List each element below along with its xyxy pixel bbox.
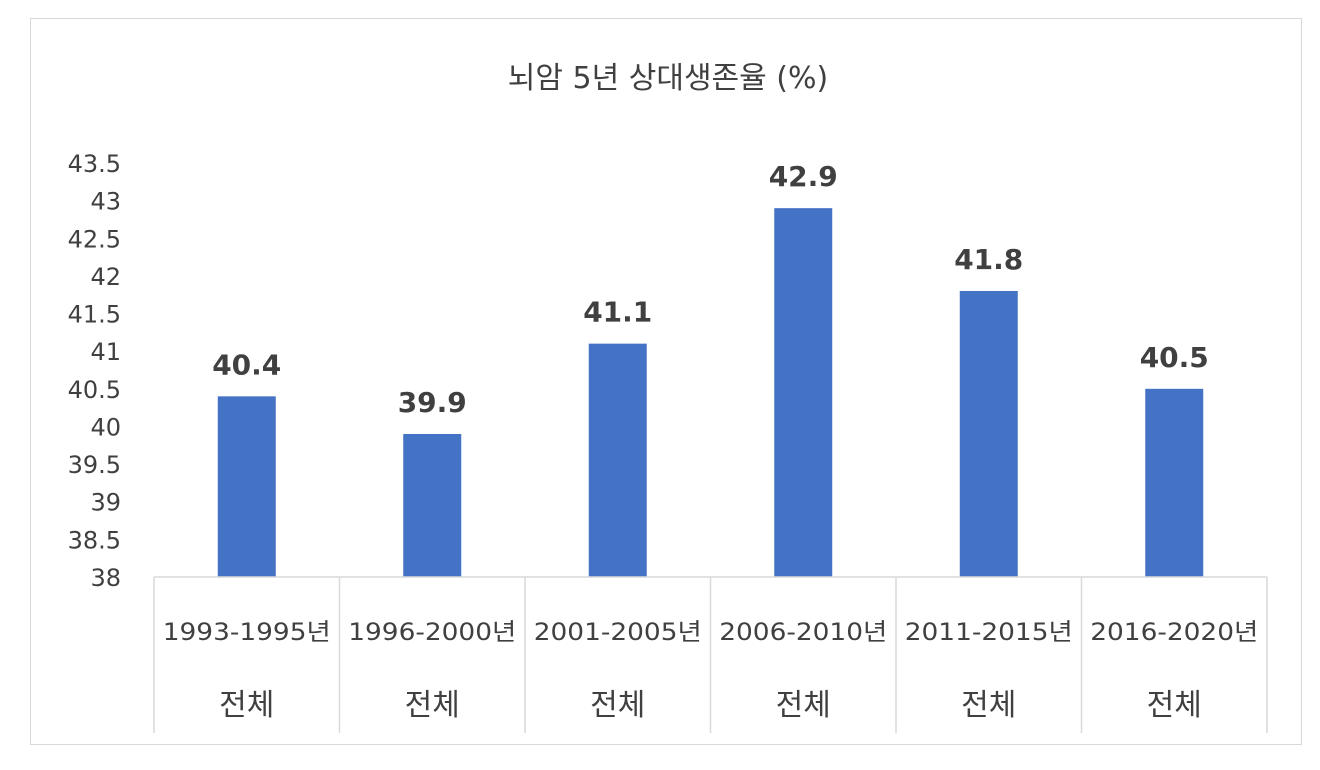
x-group-label: 전체 xyxy=(590,688,645,723)
bars xyxy=(217,208,1204,577)
chart-title: 뇌암 5년 상대생존율 (%) xyxy=(508,61,828,96)
y-tick-label: 43 xyxy=(90,188,121,216)
y-tick-label: 42.5 xyxy=(68,225,121,253)
data-label: 41.1 xyxy=(583,296,652,329)
bar xyxy=(959,290,1018,577)
x-group-label: 전체 xyxy=(219,688,274,723)
y-axis-tick-labels: 38 38.5 39 39.5 40 40.5 41 41.5 42 42.5 43 43.5 xyxy=(68,150,121,592)
x-category-label: 2001-2005년 xyxy=(534,618,702,646)
bar xyxy=(217,396,276,577)
y-tick-label: 39 xyxy=(90,489,121,517)
y-tick-label: 41.5 xyxy=(68,301,121,329)
y-tick-label: 40.5 xyxy=(68,376,121,404)
x-group-label: 전체 xyxy=(405,688,460,723)
bar xyxy=(1145,388,1204,577)
data-label: 39.9 xyxy=(398,386,467,419)
chart-frame xyxy=(30,18,1302,745)
bar xyxy=(403,433,462,577)
data-label: 40.5 xyxy=(1140,341,1209,374)
y-tick-label: 42 xyxy=(90,263,121,291)
bar xyxy=(588,343,647,577)
y-tick-label: 38.5 xyxy=(68,526,121,554)
y-tick-label: 38 xyxy=(90,564,121,592)
x-category-label: 2006-2010년 xyxy=(719,618,887,646)
data-label: 41.8 xyxy=(954,243,1023,276)
x-group-label: 전체 xyxy=(1147,688,1202,723)
data-label: 42.9 xyxy=(769,160,838,193)
y-tick-label: 43.5 xyxy=(68,150,121,178)
data-label: 40.4 xyxy=(212,348,281,381)
x-category-label: 2016-2020년 xyxy=(1090,618,1258,646)
x-category-label: 2011-2015년 xyxy=(905,618,1073,646)
y-tick-label: 41 xyxy=(90,338,121,366)
x-group-label: 전체 xyxy=(776,688,831,723)
y-tick-label: 39.5 xyxy=(68,451,121,479)
y-tick-label: 40 xyxy=(90,413,121,441)
x-group-label: 전체 xyxy=(961,688,1016,723)
x-category-label: 1993-1995년 xyxy=(163,618,331,646)
data-labels: 40.4 39.9 41.1 42.9 41.8 40.5 xyxy=(212,160,1209,419)
x-category-label: 1996-2000년 xyxy=(348,618,516,646)
bar xyxy=(774,208,833,577)
